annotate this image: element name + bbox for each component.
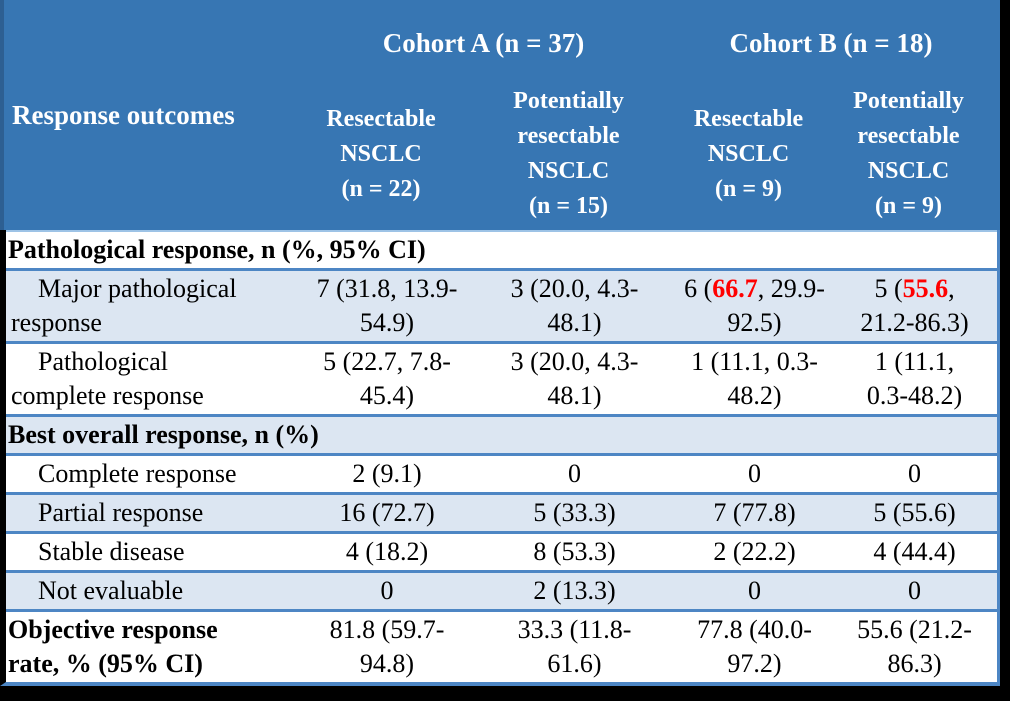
data-cell: 0 <box>748 459 761 488</box>
data-cell: 7 (31.8, 13.9- 54.9) <box>316 274 458 337</box>
table-row: Stable disease 4 (18.2) 8 (53.3) 2 (22.2) 4 … <box>6 532 998 572</box>
data-cell: 0 <box>908 459 922 488</box>
data-cell: 81.8 (59.7- 94.8) <box>329 615 445 678</box>
row-label: Not evaluable <box>38 576 184 605</box>
data-cell: 5 (33.3) <box>533 498 616 527</box>
table-row: Objective response rate, % (95% CI) 81.8 (… <box>6 610 998 682</box>
data-cell: 5 (55.6) <box>873 498 956 527</box>
row-label: Pathological complete response <box>11 347 204 410</box>
row-label: Best overall response, n (%) <box>8 420 319 449</box>
data-cell: 2 (13.3) <box>533 576 616 605</box>
data-cell: 77.8 (40.0- 97.2) <box>697 615 812 678</box>
data-cell: 33.3 (11.8- 61.6) <box>517 615 632 678</box>
data-cell: 0 <box>568 459 581 488</box>
table-row: Partial response 16 (72.7) 5 (33.3) 7 (77.8… <box>6 493 998 533</box>
row-label: Stable disease <box>38 537 185 566</box>
table-header: Response outcomes Cohort A (n = 37) Coho… <box>0 0 1000 230</box>
data-cell: 1 (11.1, 0.3- 48.2) <box>691 347 818 410</box>
col-header-cohort-a-potentially-resectable: Potentially resectable NSCLC (n = 15) <box>513 88 624 219</box>
row-label: Major pathological response <box>11 274 237 337</box>
data-cell: 2 (9.1) <box>352 459 422 488</box>
data-cell: 0 <box>748 576 761 605</box>
data-cell: 0 <box>908 576 922 605</box>
table-row: Major pathological response 7 (31.8, 13.9-… <box>6 269 998 343</box>
corner-header-response-outcomes: Response outcomes <box>12 99 235 130</box>
highlighted-value: 66.7 <box>712 274 758 303</box>
data-cell: 6 (66.7, 29.9- 92.5) <box>684 274 825 337</box>
table-row: Not evaluable 0 2 (13.3) 0 0 <box>6 571 998 611</box>
data-cell: 55.6 (21.2- 86.3) <box>857 615 972 678</box>
col-header-cohort-b-resectable: Resectable NSCLC (n = 9) <box>693 105 804 202</box>
data-cell: 3 (20.0, 4.3- 48.1) <box>510 347 639 410</box>
data-cell: 16 (72.7) <box>339 498 435 527</box>
data-cell: 3 (20.0, 4.3- 48.1) <box>510 274 639 337</box>
data-cell: 4 (44.4) <box>873 537 956 566</box>
data-cell: 1 (11.1, 0.3-48.2) <box>866 347 963 410</box>
cohort-b-header: Cohort B (n = 18) <box>729 27 933 58</box>
data-cell: 7 (77.8) <box>713 498 796 527</box>
data-cell: 4 (18.2) <box>345 537 429 566</box>
data-cell: 5 (55.6, 21.2-86.3) <box>860 274 969 337</box>
table-row: Complete response 2 (9.1) 0 0 0 <box>6 454 998 494</box>
row-label: Pathological response, n (%, 95% CI) <box>8 235 426 264</box>
data-cell: 2 (22.2) <box>713 537 796 566</box>
response-outcomes-table: Response outcomes Cohort A (n = 37) Coho… <box>0 0 1000 686</box>
data-cell: 8 (53.3) <box>533 537 616 566</box>
row-label: Partial response <box>38 498 204 527</box>
results-table: Pathological response, n (%, 95% CI) Majo… <box>6 230 998 682</box>
highlighted-value: 55.6 <box>902 274 949 303</box>
cohort-a-header: Cohort A (n = 37) <box>382 27 585 58</box>
col-header-cohort-a-resectable: Resectable NSCLC (n = 22) <box>326 105 436 202</box>
section-row: Best overall response, n (%) <box>6 415 998 455</box>
table-body: Pathological response, n (%, 95% CI) Majo… <box>6 231 998 682</box>
row-label: Complete response <box>38 459 237 488</box>
table-row: Pathological complete response 5 (22.7, 7.… <box>6 342 998 416</box>
table-body-wrap: Pathological response, n (%, 95% CI) Majo… <box>0 230 1000 686</box>
row-label: Objective response rate, % (95% CI) <box>8 615 218 678</box>
data-cell: 5 (22.7, 7.8- 45.4) <box>323 347 451 410</box>
section-row: Pathological response, n (%, 95% CI) <box>6 231 998 270</box>
data-cell: 0 <box>380 576 394 605</box>
col-header-cohort-b-potentially-resectable: Potentially resectable NSCLC (n = 9) <box>853 88 964 219</box>
